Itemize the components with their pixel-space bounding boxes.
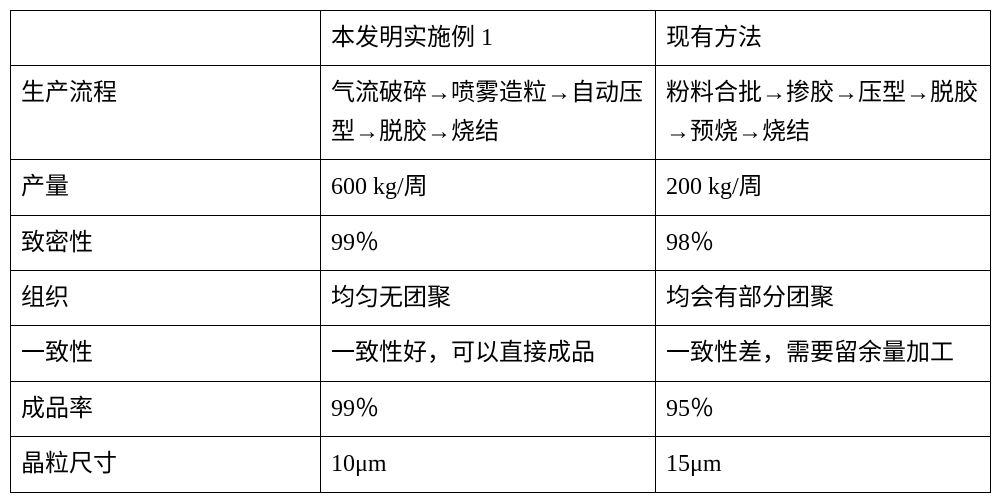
comparison-table: 本发明实施例 1 现有方法 生产流程 气流破碎→喷雾造粒→自动压型→脱胶→烧结 …	[10, 10, 991, 493]
table-row: 产量 600 kg/周 200 kg/周	[11, 160, 991, 215]
row-cell: 一致性好，可以直接成品	[321, 326, 656, 381]
row-cell: 粉料合批→掺胶→压型→脱胶→预烧→烧结	[656, 66, 991, 160]
row-cell: 10μm	[321, 437, 656, 492]
row-cell: 99％	[321, 381, 656, 436]
row-cell: 200 kg/周	[656, 160, 991, 215]
table-row: 一致性 一致性好，可以直接成品 一致性差，需要留余量加工	[11, 326, 991, 381]
table-row: 生产流程 气流破碎→喷雾造粒→自动压型→脱胶→烧结 粉料合批→掺胶→压型→脱胶→…	[11, 66, 991, 160]
row-label: 一致性	[11, 326, 321, 381]
row-cell: 99％	[321, 215, 656, 270]
table-row: 致密性 99％ 98％	[11, 215, 991, 270]
row-cell: 气流破碎→喷雾造粒→自动压型→脱胶→烧结	[321, 66, 656, 160]
row-cell: 一致性差，需要留余量加工	[656, 326, 991, 381]
table-row: 组织 均匀无团聚 均会有部分团聚	[11, 270, 991, 325]
header-cell-existing: 现有方法	[656, 11, 991, 66]
row-label: 组织	[11, 270, 321, 325]
table-row: 成品率 99％ 95％	[11, 381, 991, 436]
header-cell-empty	[11, 11, 321, 66]
table-body: 本发明实施例 1 现有方法 生产流程 气流破碎→喷雾造粒→自动压型→脱胶→烧结 …	[11, 11, 991, 493]
header-cell-invention: 本发明实施例 1	[321, 11, 656, 66]
row-cell: 95％	[656, 381, 991, 436]
row-label: 晶粒尺寸	[11, 437, 321, 492]
row-label: 生产流程	[11, 66, 321, 160]
row-cell: 均匀无团聚	[321, 270, 656, 325]
row-cell: 均会有部分团聚	[656, 270, 991, 325]
row-cell: 15μm	[656, 437, 991, 492]
row-label: 致密性	[11, 215, 321, 270]
table-header-row: 本发明实施例 1 现有方法	[11, 11, 991, 66]
row-cell: 600 kg/周	[321, 160, 656, 215]
row-label: 成品率	[11, 381, 321, 436]
row-label: 产量	[11, 160, 321, 215]
row-cell: 98％	[656, 215, 991, 270]
table-row: 晶粒尺寸 10μm 15μm	[11, 437, 991, 492]
